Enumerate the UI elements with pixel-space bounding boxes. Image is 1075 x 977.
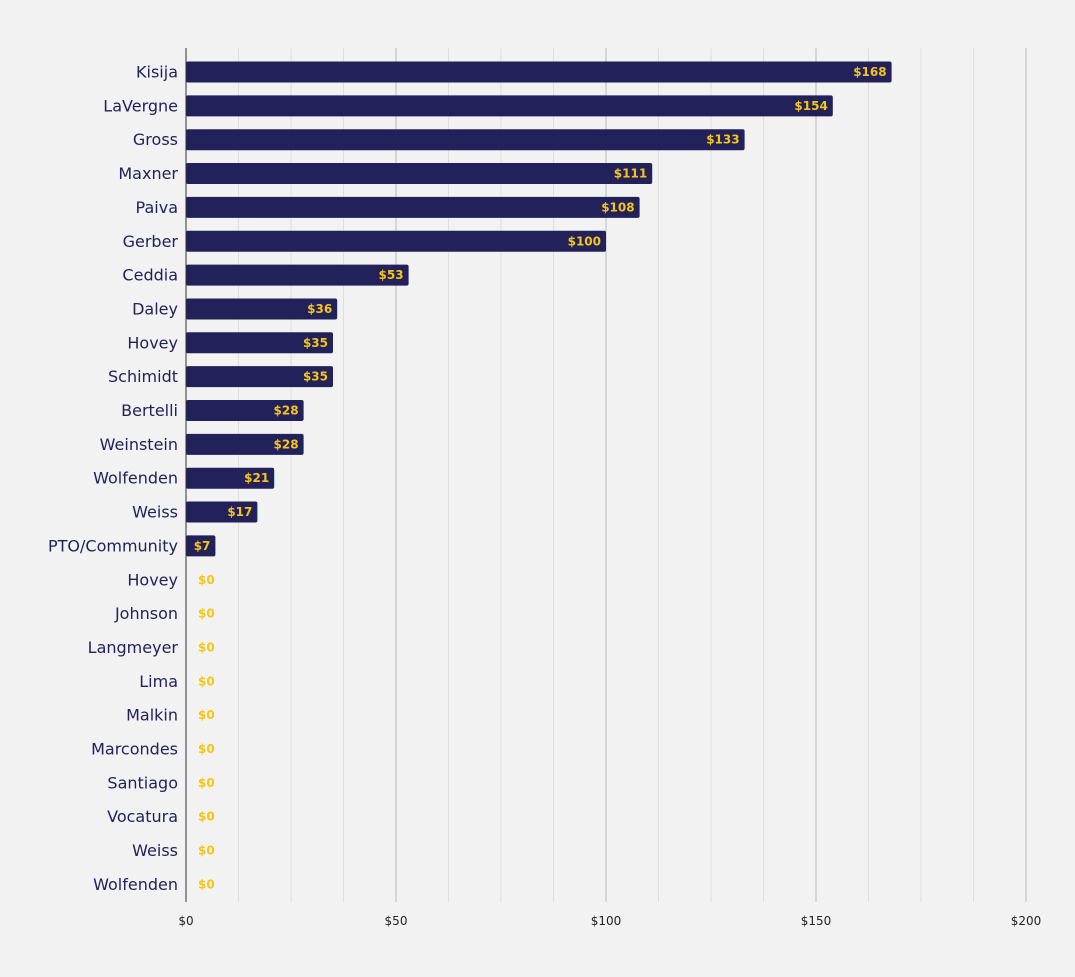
category-label: Vocatura bbox=[107, 807, 178, 826]
category-label: Wolfenden bbox=[93, 875, 178, 894]
bar bbox=[186, 230, 606, 252]
bar bbox=[186, 467, 275, 489]
x-tick-label: $200 bbox=[1011, 914, 1042, 928]
category-label: Malkin bbox=[126, 706, 178, 725]
value-label: $0 bbox=[198, 607, 215, 621]
x-tick-label: $150 bbox=[801, 914, 832, 928]
value-label: $28 bbox=[274, 404, 299, 418]
value-label: $0 bbox=[198, 844, 215, 858]
bars bbox=[186, 61, 892, 557]
value-label: $0 bbox=[198, 573, 215, 587]
value-labels: $168 $154 $133 $111 $108 $100 $53 $36 $35 $35 $28 $… bbox=[194, 65, 887, 891]
category-label: Langmeyer bbox=[88, 638, 179, 657]
value-label: $0 bbox=[198, 877, 215, 891]
x-tick-label: $100 bbox=[591, 914, 622, 928]
category-label: LaVergne bbox=[103, 96, 178, 115]
value-label: $0 bbox=[198, 742, 215, 756]
category-label: Kisija bbox=[136, 63, 178, 82]
category-label: Schimidt bbox=[108, 367, 178, 386]
category-label: Hovey bbox=[127, 570, 178, 589]
value-label: $35 bbox=[303, 370, 328, 384]
value-label: $0 bbox=[198, 810, 215, 824]
bar bbox=[186, 535, 216, 557]
category-label: Johnson bbox=[114, 604, 178, 623]
value-label: $35 bbox=[303, 336, 328, 350]
category-label: Wolfenden bbox=[93, 469, 178, 488]
category-label: Weinstein bbox=[100, 435, 178, 454]
value-label: $108 bbox=[601, 200, 634, 214]
bar bbox=[186, 61, 892, 83]
category-label: Weiss bbox=[132, 841, 178, 860]
x-tick-label: $0 bbox=[178, 914, 193, 928]
bar bbox=[186, 366, 333, 388]
category-labels: Kisija LaVergne Gross Maxner Paiva Gerber Cedd… bbox=[48, 63, 178, 894]
value-label: $7 bbox=[194, 539, 211, 553]
x-tick-labels: $0 $50 $100 $150 $200 bbox=[178, 914, 1041, 928]
category-label: Maxner bbox=[118, 164, 178, 183]
value-label: $36 bbox=[307, 302, 332, 316]
value-label: $154 bbox=[794, 99, 827, 113]
category-label: Paiva bbox=[136, 198, 178, 217]
bar bbox=[186, 332, 333, 354]
bar bbox=[186, 433, 304, 455]
value-label: $28 bbox=[274, 437, 299, 451]
value-label: $0 bbox=[198, 708, 215, 722]
category-label: Marcondes bbox=[91, 740, 178, 759]
value-label: $53 bbox=[379, 268, 404, 282]
value-label: $0 bbox=[198, 640, 215, 654]
bar bbox=[186, 95, 833, 117]
category-label: Ceddia bbox=[122, 266, 178, 285]
category-label: Weiss bbox=[132, 503, 178, 522]
grid-lines bbox=[238, 48, 1027, 902]
value-label: $0 bbox=[198, 776, 215, 790]
bar bbox=[186, 196, 640, 218]
value-label: $21 bbox=[244, 471, 269, 485]
bar bbox=[186, 264, 409, 286]
value-label: $17 bbox=[227, 505, 252, 519]
value-label: $133 bbox=[706, 133, 739, 147]
category-label: Bertelli bbox=[121, 401, 178, 420]
bar bbox=[186, 400, 304, 421]
category-label: PTO/Community bbox=[48, 536, 178, 555]
category-label: Daley bbox=[132, 299, 178, 318]
x-tick-label: $50 bbox=[385, 914, 408, 928]
value-label: $168 bbox=[853, 65, 886, 79]
category-label: Gerber bbox=[123, 232, 179, 251]
category-label: Santiago bbox=[107, 773, 178, 792]
bar bbox=[186, 129, 745, 151]
bar bbox=[186, 298, 338, 320]
category-label: Hovey bbox=[127, 333, 178, 352]
value-label: $100 bbox=[568, 234, 601, 248]
bar bbox=[186, 501, 258, 523]
value-label: $0 bbox=[198, 674, 215, 688]
value-label: $111 bbox=[614, 167, 647, 181]
bar bbox=[186, 163, 653, 185]
category-label: Gross bbox=[133, 130, 178, 149]
category-label: Lima bbox=[139, 672, 178, 691]
